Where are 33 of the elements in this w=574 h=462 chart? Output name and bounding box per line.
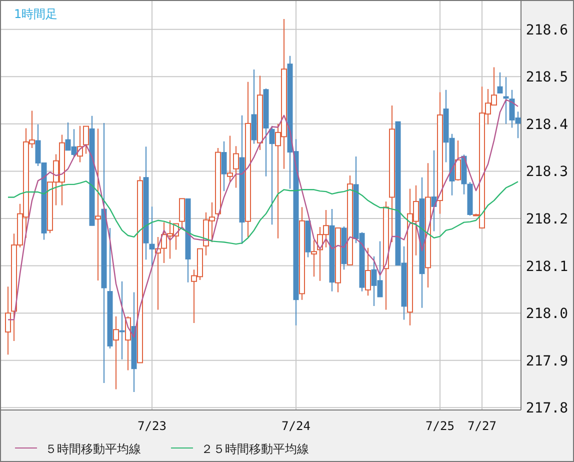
candlestick <box>311 240 317 278</box>
candlestick <box>455 140 461 182</box>
candlestick <box>95 128 101 281</box>
candlestick <box>119 280 125 360</box>
candlestick <box>83 126 89 154</box>
y-tick-label: 218.4 <box>526 116 568 133</box>
y-tick-label: 218.1 <box>526 258 568 275</box>
candlestick <box>365 247 371 296</box>
x-tick-label: 7/27 <box>468 419 496 433</box>
candlestick <box>233 146 239 188</box>
x-tick-label: 7/25 <box>426 419 454 433</box>
y-tick-label: 218.2 <box>526 212 568 228</box>
y-tick-label: 218.3 <box>526 164 568 180</box>
candlestick <box>503 76 509 124</box>
text: 1時間足 <box>14 7 58 21</box>
x-tick-label: 7/23 <box>138 419 166 433</box>
x-tick-label: 7/24 <box>282 419 310 433</box>
candlestick <box>113 316 119 390</box>
legend-label: ５時間移動平均線 <box>45 442 141 456</box>
legend-label: ２５時間移動平均線 <box>201 442 309 456</box>
y-tick-label: 218.5 <box>526 70 568 86</box>
candlestick <box>497 72 503 94</box>
candlestick <box>269 125 275 226</box>
candlestick <box>431 150 437 232</box>
y-tick-label: 218.0 <box>526 306 568 322</box>
candlestick <box>227 135 233 183</box>
candlestick <box>221 140 227 192</box>
y-tick-label: 217.8 <box>526 400 568 417</box>
y-tick-label: 218.6 <box>526 22 568 38</box>
candlestick <box>5 286 11 356</box>
candlestick <box>149 206 155 268</box>
candlestick <box>179 198 185 228</box>
y-tick-label: 217.9 <box>526 353 568 370</box>
